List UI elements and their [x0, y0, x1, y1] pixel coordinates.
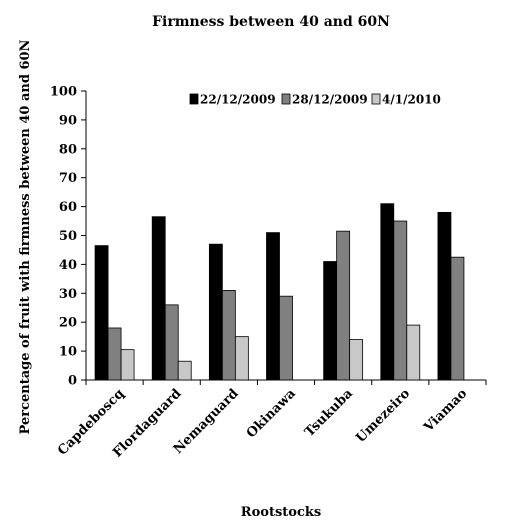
bar: [94, 245, 109, 381]
bar: [349, 339, 364, 381]
y-tick-label: 10: [59, 345, 77, 360]
x-tick-label: Okinawa: [244, 386, 299, 441]
x-tick-label: Viamao: [421, 386, 471, 436]
plot-area: 0102030405060708090100CapdeboscqFlordagu…: [50, 85, 487, 461]
bar: [107, 327, 122, 381]
legend-label: 22/12/2009: [200, 93, 276, 107]
x-tick-label: Tsukuba: [302, 386, 356, 440]
y-tick-label: 30: [59, 287, 77, 302]
y-axis-title: Percentage of fruit with firmness betwee…: [18, 39, 33, 434]
legend-swatch: [189, 93, 199, 105]
y-tick-label: 100: [50, 85, 77, 100]
bar: [393, 220, 408, 381]
y-tick-label: 0: [68, 374, 77, 389]
legend-label: 4/1/2010: [382, 93, 441, 107]
y-tick-label: 60: [59, 200, 77, 215]
chart-title: Firmness between 40 and 60N: [152, 14, 390, 30]
bar: [234, 336, 249, 381]
bar: [221, 290, 236, 381]
bar: [437, 211, 452, 381]
y-tick-label: 20: [59, 316, 77, 331]
x-axis-title: Rootstocks: [241, 505, 321, 520]
legend-swatch: [281, 93, 291, 105]
y-tick-label: 70: [59, 171, 77, 186]
bar: [406, 324, 421, 381]
y-tick-label: 40: [59, 258, 77, 273]
legend-label: 28/12/2009: [292, 93, 368, 107]
bar: [208, 243, 223, 381]
bar: [177, 360, 192, 381]
bar: [450, 256, 465, 381]
bar: [120, 349, 135, 381]
bar: [380, 203, 395, 381]
bar: [323, 261, 338, 381]
y-tick-label: 90: [59, 113, 77, 128]
legend-swatch: [371, 93, 381, 105]
bar: [151, 216, 166, 381]
y-tick-label: 80: [59, 142, 77, 157]
x-tick-label: Umezeiro: [353, 386, 413, 446]
bar: [336, 230, 351, 381]
bar: [279, 295, 293, 381]
y-tick-label: 50: [59, 229, 77, 244]
bar: [266, 232, 280, 381]
bar: [164, 304, 179, 381]
